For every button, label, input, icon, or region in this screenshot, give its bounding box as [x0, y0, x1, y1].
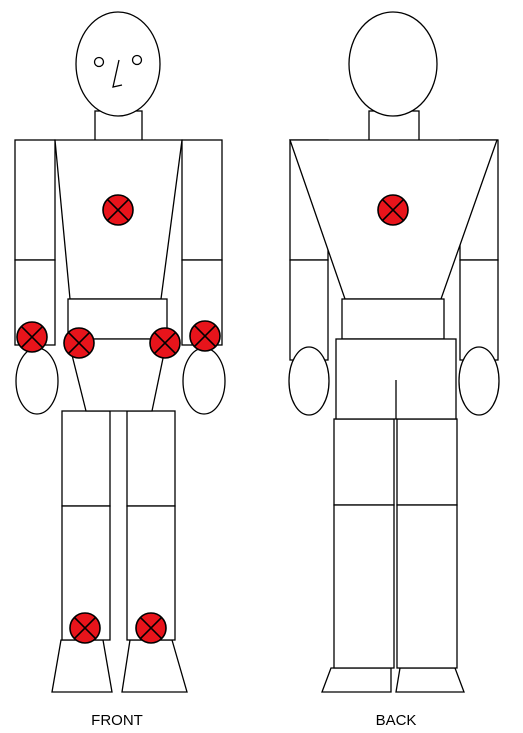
front-label: FRONT — [91, 712, 143, 729]
back-right-foot — [395, 667, 465, 693]
front-right-hip-marker — [149, 327, 181, 359]
front-left-ankle-marker — [69, 612, 101, 644]
back-left-shin — [333, 504, 395, 669]
back-figure — [288, 11, 500, 693]
sensor-markers — [16, 194, 409, 644]
front-right-hand — [182, 347, 226, 415]
back-label: BACK — [376, 712, 417, 729]
front-right-foot — [121, 639, 188, 693]
front-right-wrist-marker — [189, 320, 221, 352]
front-left-foot — [51, 639, 113, 693]
front-right-ankle-marker — [135, 612, 167, 644]
front-left-hip-marker — [63, 327, 95, 359]
back-left-forearm — [289, 259, 329, 361]
back-right-forearm — [459, 259, 499, 361]
back-right-hand — [458, 346, 500, 416]
back-right-shin — [396, 504, 458, 669]
front-chest-marker — [102, 194, 134, 226]
front-right-upper-arm — [181, 139, 223, 261]
front-left-eye — [93, 56, 105, 68]
front-left-hand — [15, 347, 59, 415]
front-right-thigh — [126, 410, 176, 507]
front-figure — [14, 11, 226, 693]
back-left-hand — [288, 346, 330, 416]
back-waist — [341, 298, 445, 340]
back-right-thigh — [396, 418, 458, 506]
front-left-wrist-marker — [16, 321, 48, 353]
back-left-thigh — [333, 418, 395, 506]
back-left-foot — [321, 667, 392, 693]
front-right-eye — [131, 54, 143, 66]
front-left-upper-arm — [14, 139, 56, 261]
back-head — [348, 11, 438, 117]
front-nose — [112, 59, 123, 88]
back-upper-back-marker — [377, 194, 409, 226]
front-left-thigh — [61, 410, 111, 507]
front-pelvis — [67, 338, 168, 412]
